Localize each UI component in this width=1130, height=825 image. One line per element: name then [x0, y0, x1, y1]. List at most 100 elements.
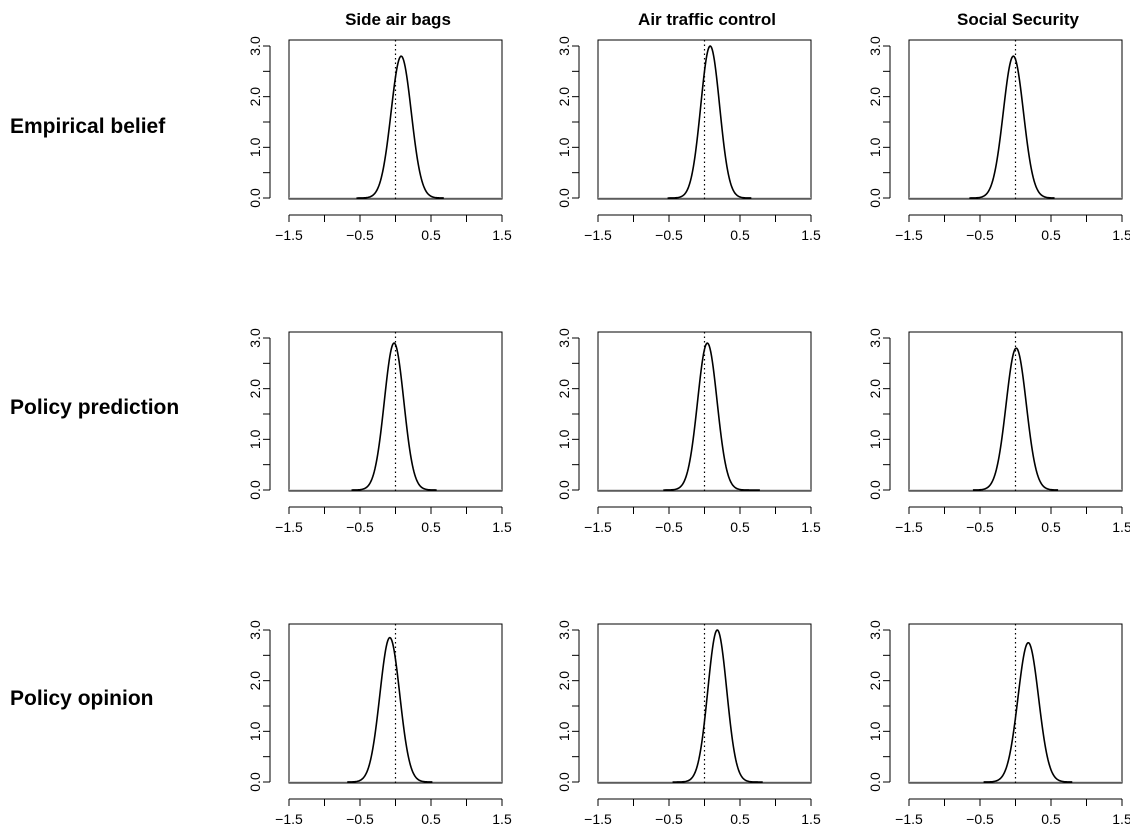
- density-curve: [672, 629, 763, 783]
- x-tick-label: 1.5: [801, 811, 821, 825]
- y-tick-label: 0.0: [867, 480, 883, 500]
- panel-empirical-belief-air-traffic-control: −1.5 −0.5 0.5 1.5 0.0 1.0 2.0 3.0: [556, 36, 821, 243]
- x-tick-label: −0.5: [655, 519, 683, 535]
- y-tick-label: 0.0: [556, 480, 572, 500]
- panel-policy-opinion-air-traffic-control: −1.5 −0.5 0.5 1.5 0.0 1.0 2.0 3.0: [556, 620, 821, 825]
- density-curve: [983, 641, 1073, 783]
- y-axis: 0.0 1.0 2.0 3.0: [247, 328, 271, 500]
- x-tick-label: −0.5: [966, 227, 994, 243]
- y-tick-label: 3.0: [247, 620, 263, 640]
- y-tick-label: 0.0: [247, 480, 263, 500]
- x-tick-label: 1.5: [1112, 227, 1130, 243]
- x-tick-label: 0.5: [730, 519, 750, 535]
- density-curve: [351, 342, 437, 491]
- y-tick-label: 0.0: [247, 188, 263, 208]
- y-tick-label: 1.0: [867, 721, 883, 741]
- y-axis: 0.0 1.0 2.0 3.0: [247, 36, 271, 208]
- x-tick-label: 1.5: [1112, 519, 1130, 535]
- x-tick-label: 1.5: [492, 519, 512, 535]
- panel-empirical-belief-social-security: −1.5 −0.5 0.5 1.5 0.0 1.0 2.0 3.0: [867, 36, 1130, 243]
- x-tick-label: −0.5: [966, 811, 994, 825]
- y-axis: 0.0 1.0 2.0 3.0: [556, 620, 580, 792]
- y-tick-label: 2.0: [556, 671, 572, 691]
- x-axis: −1.5 −0.5 0.5 1.5: [895, 506, 1130, 535]
- y-tick-label: 3.0: [247, 36, 263, 56]
- y-tick-label: 3.0: [867, 328, 883, 348]
- x-tick-label: −1.5: [895, 519, 923, 535]
- x-tick-label: 1.5: [801, 519, 821, 535]
- y-tick-label: 1.0: [247, 429, 263, 449]
- y-tick-label: 2.0: [556, 87, 572, 107]
- x-axis: −1.5 −0.5 0.5 1.5: [584, 798, 821, 825]
- y-tick-label: 1.0: [247, 137, 263, 157]
- y-tick-label: 3.0: [556, 36, 572, 56]
- x-tick-label: −0.5: [655, 227, 683, 243]
- x-axis: −1.5 −0.5 0.5 1.5: [895, 214, 1130, 243]
- y-tick-label: 3.0: [556, 328, 572, 348]
- y-tick-label: 1.0: [556, 137, 572, 157]
- column-title-air-traffic-control: Air traffic control: [638, 10, 776, 29]
- y-axis: 0.0 1.0 2.0 3.0: [867, 620, 891, 792]
- x-tick-label: −0.5: [655, 811, 683, 825]
- density-curve: [663, 342, 760, 491]
- x-axis: −1.5 −0.5 0.5 1.5: [895, 798, 1130, 825]
- y-tick-label: 3.0: [867, 36, 883, 56]
- y-tick-label: 2.0: [867, 87, 883, 107]
- x-tick-label: 1.5: [1112, 811, 1130, 825]
- y-tick-label: 1.0: [556, 721, 572, 741]
- y-tick-label: 0.0: [556, 772, 572, 792]
- y-tick-label: 2.0: [867, 379, 883, 399]
- y-tick-label: 0.0: [247, 772, 263, 792]
- density-curve: [667, 45, 752, 199]
- row-label-policy-prediction: Policy prediction: [10, 396, 179, 419]
- x-tick-label: 1.5: [492, 811, 512, 825]
- x-axis: −1.5 −0.5 0.5 1.5: [584, 214, 821, 243]
- x-tick-label: 1.5: [492, 227, 512, 243]
- x-tick-label: 0.5: [421, 227, 441, 243]
- x-axis: −1.5 −0.5 0.5 1.5: [584, 506, 821, 535]
- x-tick-label: −1.5: [895, 811, 923, 825]
- x-tick-label: 0.5: [421, 811, 441, 825]
- x-tick-label: 0.5: [730, 227, 750, 243]
- y-tick-label: 1.0: [247, 721, 263, 741]
- x-axis: −1.5 −0.5 0.5 1.5: [275, 798, 512, 825]
- x-tick-label: −0.5: [346, 519, 374, 535]
- x-tick-label: −1.5: [275, 811, 303, 825]
- panel-empirical-belief-side-air-bags: −1.5 −0.5 0.5 1.5 0.0 1.0 2.0 3.0: [247, 36, 512, 243]
- x-tick-label: 0.5: [421, 519, 441, 535]
- x-tick-label: −0.5: [346, 227, 374, 243]
- x-tick-label: −0.5: [966, 519, 994, 535]
- x-tick-label: −1.5: [895, 227, 923, 243]
- y-axis: 0.0 1.0 2.0 3.0: [556, 328, 580, 500]
- y-tick-label: 2.0: [247, 671, 263, 691]
- x-tick-label: −1.5: [584, 811, 612, 825]
- density-curve: [972, 347, 1059, 491]
- x-tick-label: −1.5: [584, 519, 612, 535]
- panel-policy-opinion-social-security: −1.5 −0.5 0.5 1.5 0.0 1.0 2.0 3.0: [867, 620, 1130, 825]
- y-tick-label: 3.0: [556, 620, 572, 640]
- x-tick-label: 1.5: [801, 227, 821, 243]
- x-tick-label: −0.5: [346, 811, 374, 825]
- row-label-empirical-belief: Empirical belief: [10, 115, 166, 138]
- y-tick-label: 0.0: [867, 772, 883, 792]
- y-axis: 0.0 1.0 2.0 3.0: [867, 328, 891, 500]
- row-label-policy-opinion: Policy opinion: [10, 687, 154, 710]
- y-tick-label: 3.0: [867, 620, 883, 640]
- panel-policy-prediction-air-traffic-control: −1.5 −0.5 0.5 1.5 0.0 1.0 2.0 3.0: [556, 328, 821, 535]
- column-title-social-security: Social Security: [957, 10, 1079, 29]
- y-axis: 0.0 1.0 2.0 3.0: [867, 36, 891, 208]
- x-tick-label: 0.5: [1041, 227, 1061, 243]
- x-tick-label: −1.5: [275, 519, 303, 535]
- density-curve: [347, 636, 433, 783]
- y-tick-label: 1.0: [867, 429, 883, 449]
- y-tick-label: 2.0: [247, 87, 263, 107]
- x-tick-label: −1.5: [275, 227, 303, 243]
- x-tick-label: 0.5: [1041, 519, 1061, 535]
- y-tick-label: 3.0: [247, 328, 263, 348]
- y-tick-label: 1.0: [556, 429, 572, 449]
- density-curve: [356, 55, 444, 199]
- density-curve: [969, 55, 1055, 199]
- x-axis: −1.5 −0.5 0.5 1.5: [275, 506, 512, 535]
- x-tick-label: 0.5: [1041, 811, 1061, 825]
